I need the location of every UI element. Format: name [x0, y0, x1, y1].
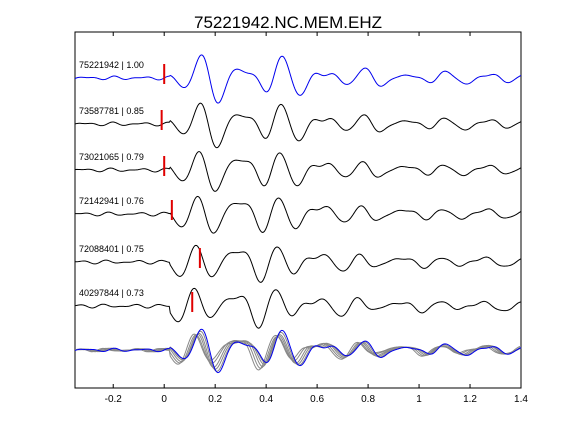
trace-row: 72088401 | 0.75: [74, 244, 522, 283]
plot-frame: [74, 31, 522, 389]
x-tick-label: 0.4: [259, 394, 273, 405]
stack-layer: [74, 328, 522, 374]
x-tick-label: 0.6: [310, 394, 324, 405]
trace-row: 72142941 | 0.76: [74, 195, 522, 234]
trace-row: 73021065 | 0.79: [74, 151, 522, 192]
x-tick-label: 0: [161, 394, 167, 405]
trace-label: 72088401 | 0.75: [79, 244, 144, 254]
trace-label: 75221942 | 1.00: [79, 60, 144, 70]
x-tick-label: 1: [416, 394, 422, 405]
trace-line: [74, 54, 522, 104]
trace-label: 72142941 | 0.76: [79, 196, 144, 206]
x-tick-label: 0.8: [361, 394, 375, 405]
stack-trace: [74, 333, 522, 368]
trace-label: 73587781 | 0.85: [79, 106, 144, 116]
trace-line: [74, 244, 522, 283]
trace-row: 73587781 | 0.85: [74, 102, 522, 149]
trace-line: [74, 102, 522, 149]
trace-line: [74, 151, 522, 192]
trace-line: [74, 195, 522, 234]
x-tick-label: 1.4: [514, 394, 528, 405]
trace-row: 40297844 | 0.73: [74, 287, 522, 329]
stack-trace: [74, 328, 522, 374]
trace-label: 40297844 | 0.73: [79, 288, 144, 298]
x-tick-label: 0.2: [208, 394, 222, 405]
trace-row: 75221942 | 1.00: [74, 54, 522, 104]
x-axis: -0.2 0 0.2 0.4 0.6 0.8 1 1.2 1.4: [105, 32, 528, 405]
x-tick-label: -0.2: [105, 394, 123, 405]
trace-line: [74, 287, 522, 329]
traces-layer: 75221942 | 1.00 73587781 | 0.85 73021065 |…: [74, 54, 522, 329]
trace-label: 73021065 | 0.79: [79, 152, 144, 162]
chart-title: 75221942.NC.MEM.EHZ: [194, 13, 382, 32]
x-tick-label: 1.2: [463, 394, 477, 405]
